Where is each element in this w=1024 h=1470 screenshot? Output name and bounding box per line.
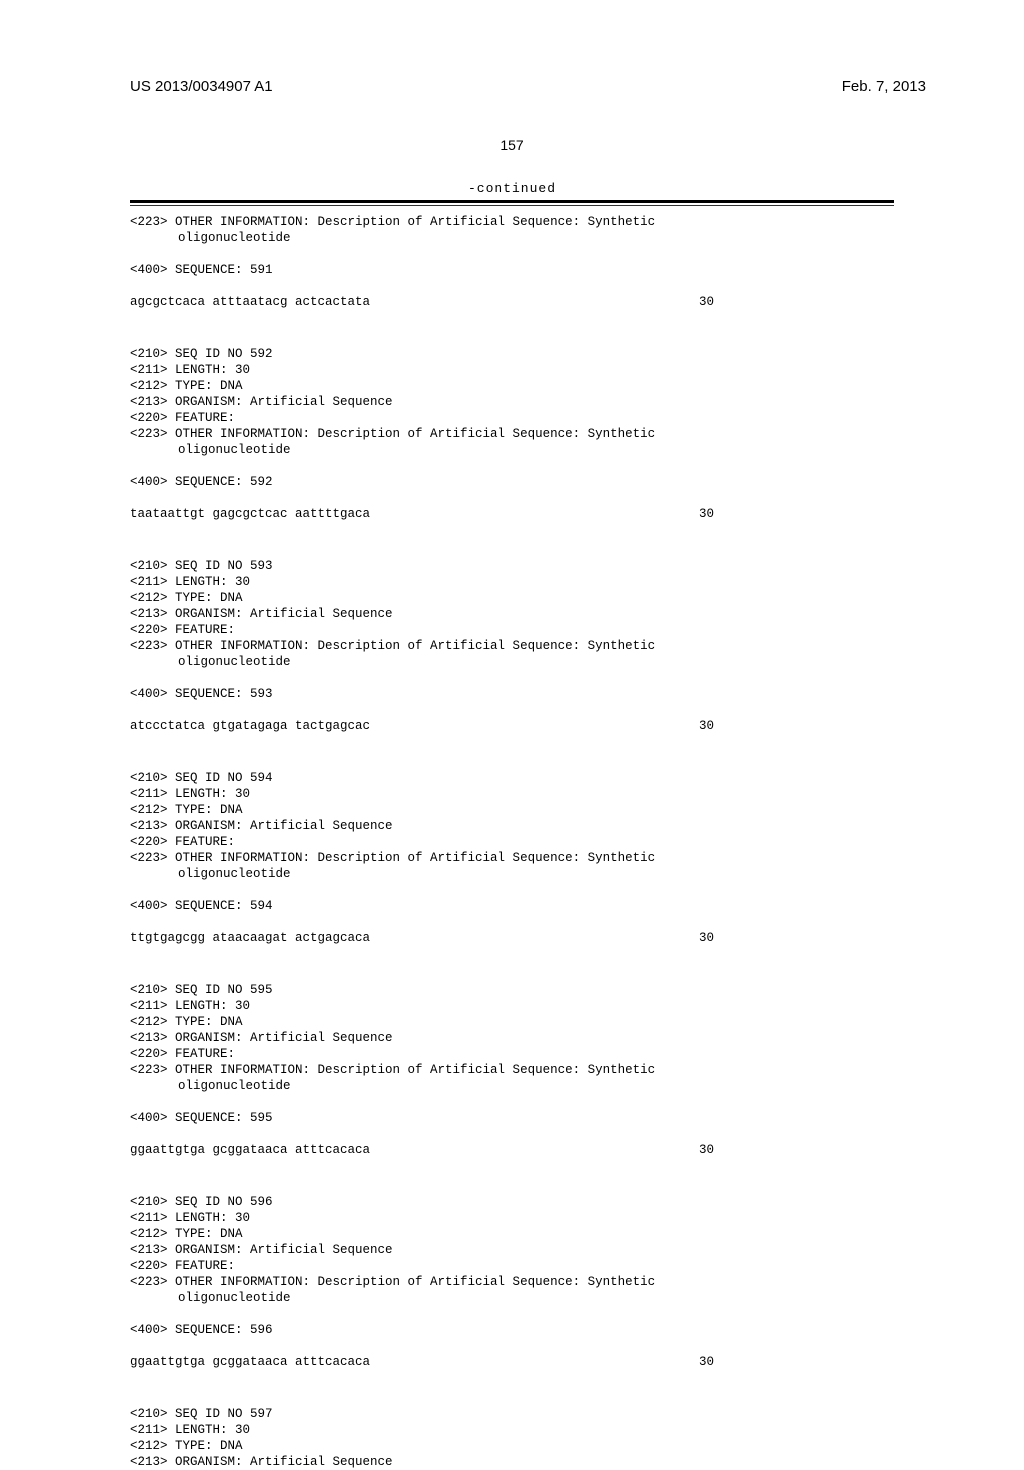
entry-header-line: <212> TYPE: DNA: [130, 378, 894, 394]
entry-header-line: <210> SEQ ID NO 592: [130, 346, 894, 362]
spacer: [130, 1094, 894, 1110]
entry-header-line: oligonucleotide: [130, 654, 894, 670]
sequence-marker: <400> SEQUENCE: 595: [130, 1110, 894, 1126]
sequence-line: agcgctcaca atttaatacg actcactata 30: [130, 294, 894, 310]
spacer: [130, 882, 894, 898]
spacer: [130, 1158, 894, 1174]
sequence-length: 30: [699, 506, 714, 522]
sequence-line: ggaattgtga gcggataaca atttcacaca 30: [130, 1354, 894, 1370]
spacer: [130, 458, 894, 474]
sequence-length: 30: [699, 294, 714, 310]
publication-number: US 2013/0034907 A1: [130, 78, 273, 95]
entry-header-line: <223> OTHER INFORMATION: Description of …: [130, 426, 894, 442]
sequence-line: atccctatca gtgatagaga tactgagcac 30: [130, 718, 894, 734]
entry-header-line: oligonucleotide: [130, 230, 894, 246]
entry-header-line: <223> OTHER INFORMATION: Description of …: [130, 1274, 894, 1290]
spacer: [130, 946, 894, 962]
entry-header-line: <212> TYPE: DNA: [130, 1014, 894, 1030]
page-header: US 2013/0034907 A1 Feb. 7, 2013: [0, 0, 1024, 95]
sequence-text: ggaattgtga gcggataaca atttcacaca: [130, 1142, 370, 1158]
sequence-entry: <210> SEQ ID NO 593<211> LENGTH: 30<212>…: [130, 558, 894, 750]
entry-header-line: <213> ORGANISM: Artificial Sequence: [130, 1242, 894, 1258]
entry-header-line: <223> OTHER INFORMATION: Description of …: [130, 1062, 894, 1078]
sequence-length: 30: [699, 1354, 714, 1370]
entry-header-line: <210> SEQ ID NO 597: [130, 1406, 894, 1422]
entry-header-line: <211> LENGTH: 30: [130, 1422, 894, 1438]
sequence-entry: <210> SEQ ID NO 596<211> LENGTH: 30<212>…: [130, 1194, 894, 1386]
sequence-length: 30: [699, 1142, 714, 1158]
entry-header-line: <212> TYPE: DNA: [130, 1226, 894, 1242]
spacer: [130, 914, 894, 930]
entry-header-line: <223> OTHER INFORMATION: Description of …: [130, 850, 894, 866]
spacer: [130, 490, 894, 506]
entry-header-line: oligonucleotide: [130, 1290, 894, 1306]
entry-header-line: <213> ORGANISM: Artificial Sequence: [130, 1454, 894, 1470]
sequence-marker: <400> SEQUENCE: 591: [130, 262, 894, 278]
entry-header-line: <220> FEATURE:: [130, 834, 894, 850]
divider-thin: [130, 205, 894, 206]
entry-header-line: <223> OTHER INFORMATION: Description of …: [130, 214, 894, 230]
sequence-text: ttgtgagcgg ataacaagat actgagcaca: [130, 930, 370, 946]
sequence-text: agcgctcaca atttaatacg actcactata: [130, 294, 370, 310]
sequence-entry: <210> SEQ ID NO 595<211> LENGTH: 30<212>…: [130, 982, 894, 1174]
page-number: 157: [0, 137, 1024, 153]
spacer: [130, 278, 894, 294]
sequence-listing: <223> OTHER INFORMATION: Description of …: [130, 214, 894, 1470]
divider-thick: [130, 200, 894, 203]
continued-label: -continued: [0, 181, 1024, 196]
entry-header-line: <212> TYPE: DNA: [130, 802, 894, 818]
spacer: [130, 246, 894, 262]
spacer: [130, 702, 894, 718]
entry-header-line: <213> ORGANISM: Artificial Sequence: [130, 394, 894, 410]
entry-header-line: <210> SEQ ID NO 596: [130, 1194, 894, 1210]
sequence-text: atccctatca gtgatagaga tactgagcac: [130, 718, 370, 734]
entry-header-line: <213> ORGANISM: Artificial Sequence: [130, 1030, 894, 1046]
spacer: [130, 522, 894, 538]
entry-header-line: oligonucleotide: [130, 866, 894, 882]
spacer: [130, 1370, 894, 1386]
spacer: [130, 734, 894, 750]
sequence-entry: <210> SEQ ID NO 597<211> LENGTH: 30<212>…: [130, 1406, 894, 1470]
entry-header-line: <220> FEATURE:: [130, 1258, 894, 1274]
entry-header-line: <212> TYPE: DNA: [130, 590, 894, 606]
spacer: [130, 1126, 894, 1142]
entry-header-line: <213> ORGANISM: Artificial Sequence: [130, 818, 894, 834]
sequence-text: ggaattgtga gcggataaca atttcacaca: [130, 1354, 370, 1370]
entry-header-line: <220> FEATURE:: [130, 410, 894, 426]
entry-header-line: <211> LENGTH: 30: [130, 786, 894, 802]
entry-header-line: <220> FEATURE:: [130, 1046, 894, 1062]
sequence-marker: <400> SEQUENCE: 592: [130, 474, 894, 490]
entry-header-line: oligonucleotide: [130, 1078, 894, 1094]
sequence-marker: <400> SEQUENCE: 594: [130, 898, 894, 914]
sequence-marker: <400> SEQUENCE: 593: [130, 686, 894, 702]
entry-header-line: <210> SEQ ID NO 593: [130, 558, 894, 574]
entry-header-line: oligonucleotide: [130, 442, 894, 458]
spacer: [130, 670, 894, 686]
sequence-length: 30: [699, 718, 714, 734]
entry-header-line: <213> ORGANISM: Artificial Sequence: [130, 606, 894, 622]
spacer: [130, 1338, 894, 1354]
sequence-entry: <223> OTHER INFORMATION: Description of …: [130, 214, 894, 326]
entry-header-line: <211> LENGTH: 30: [130, 1210, 894, 1226]
entry-header-line: <223> OTHER INFORMATION: Description of …: [130, 638, 894, 654]
sequence-marker: <400> SEQUENCE: 596: [130, 1322, 894, 1338]
entry-header-line: <211> LENGTH: 30: [130, 574, 894, 590]
entry-header-line: <211> LENGTH: 30: [130, 998, 894, 1014]
entry-header-line: <220> FEATURE:: [130, 622, 894, 638]
sequence-line: taataattgt gagcgctcac aattttgaca 30: [130, 506, 894, 522]
sequence-entry: <210> SEQ ID NO 592<211> LENGTH: 30<212>…: [130, 346, 894, 538]
sequence-text: taataattgt gagcgctcac aattttgaca: [130, 506, 370, 522]
sequence-length: 30: [699, 930, 714, 946]
entry-header-line: <211> LENGTH: 30: [130, 362, 894, 378]
spacer: [130, 310, 894, 326]
sequence-line: ggaattgtga gcggataaca atttcacaca 30: [130, 1142, 894, 1158]
publication-date: Feb. 7, 2013: [842, 78, 926, 95]
entry-header-line: <210> SEQ ID NO 595: [130, 982, 894, 998]
sequence-line: ttgtgagcgg ataacaagat actgagcaca 30: [130, 930, 894, 946]
entry-header-line: <212> TYPE: DNA: [130, 1438, 894, 1454]
entry-header-line: <210> SEQ ID NO 594: [130, 770, 894, 786]
sequence-entry: <210> SEQ ID NO 594<211> LENGTH: 30<212>…: [130, 770, 894, 962]
